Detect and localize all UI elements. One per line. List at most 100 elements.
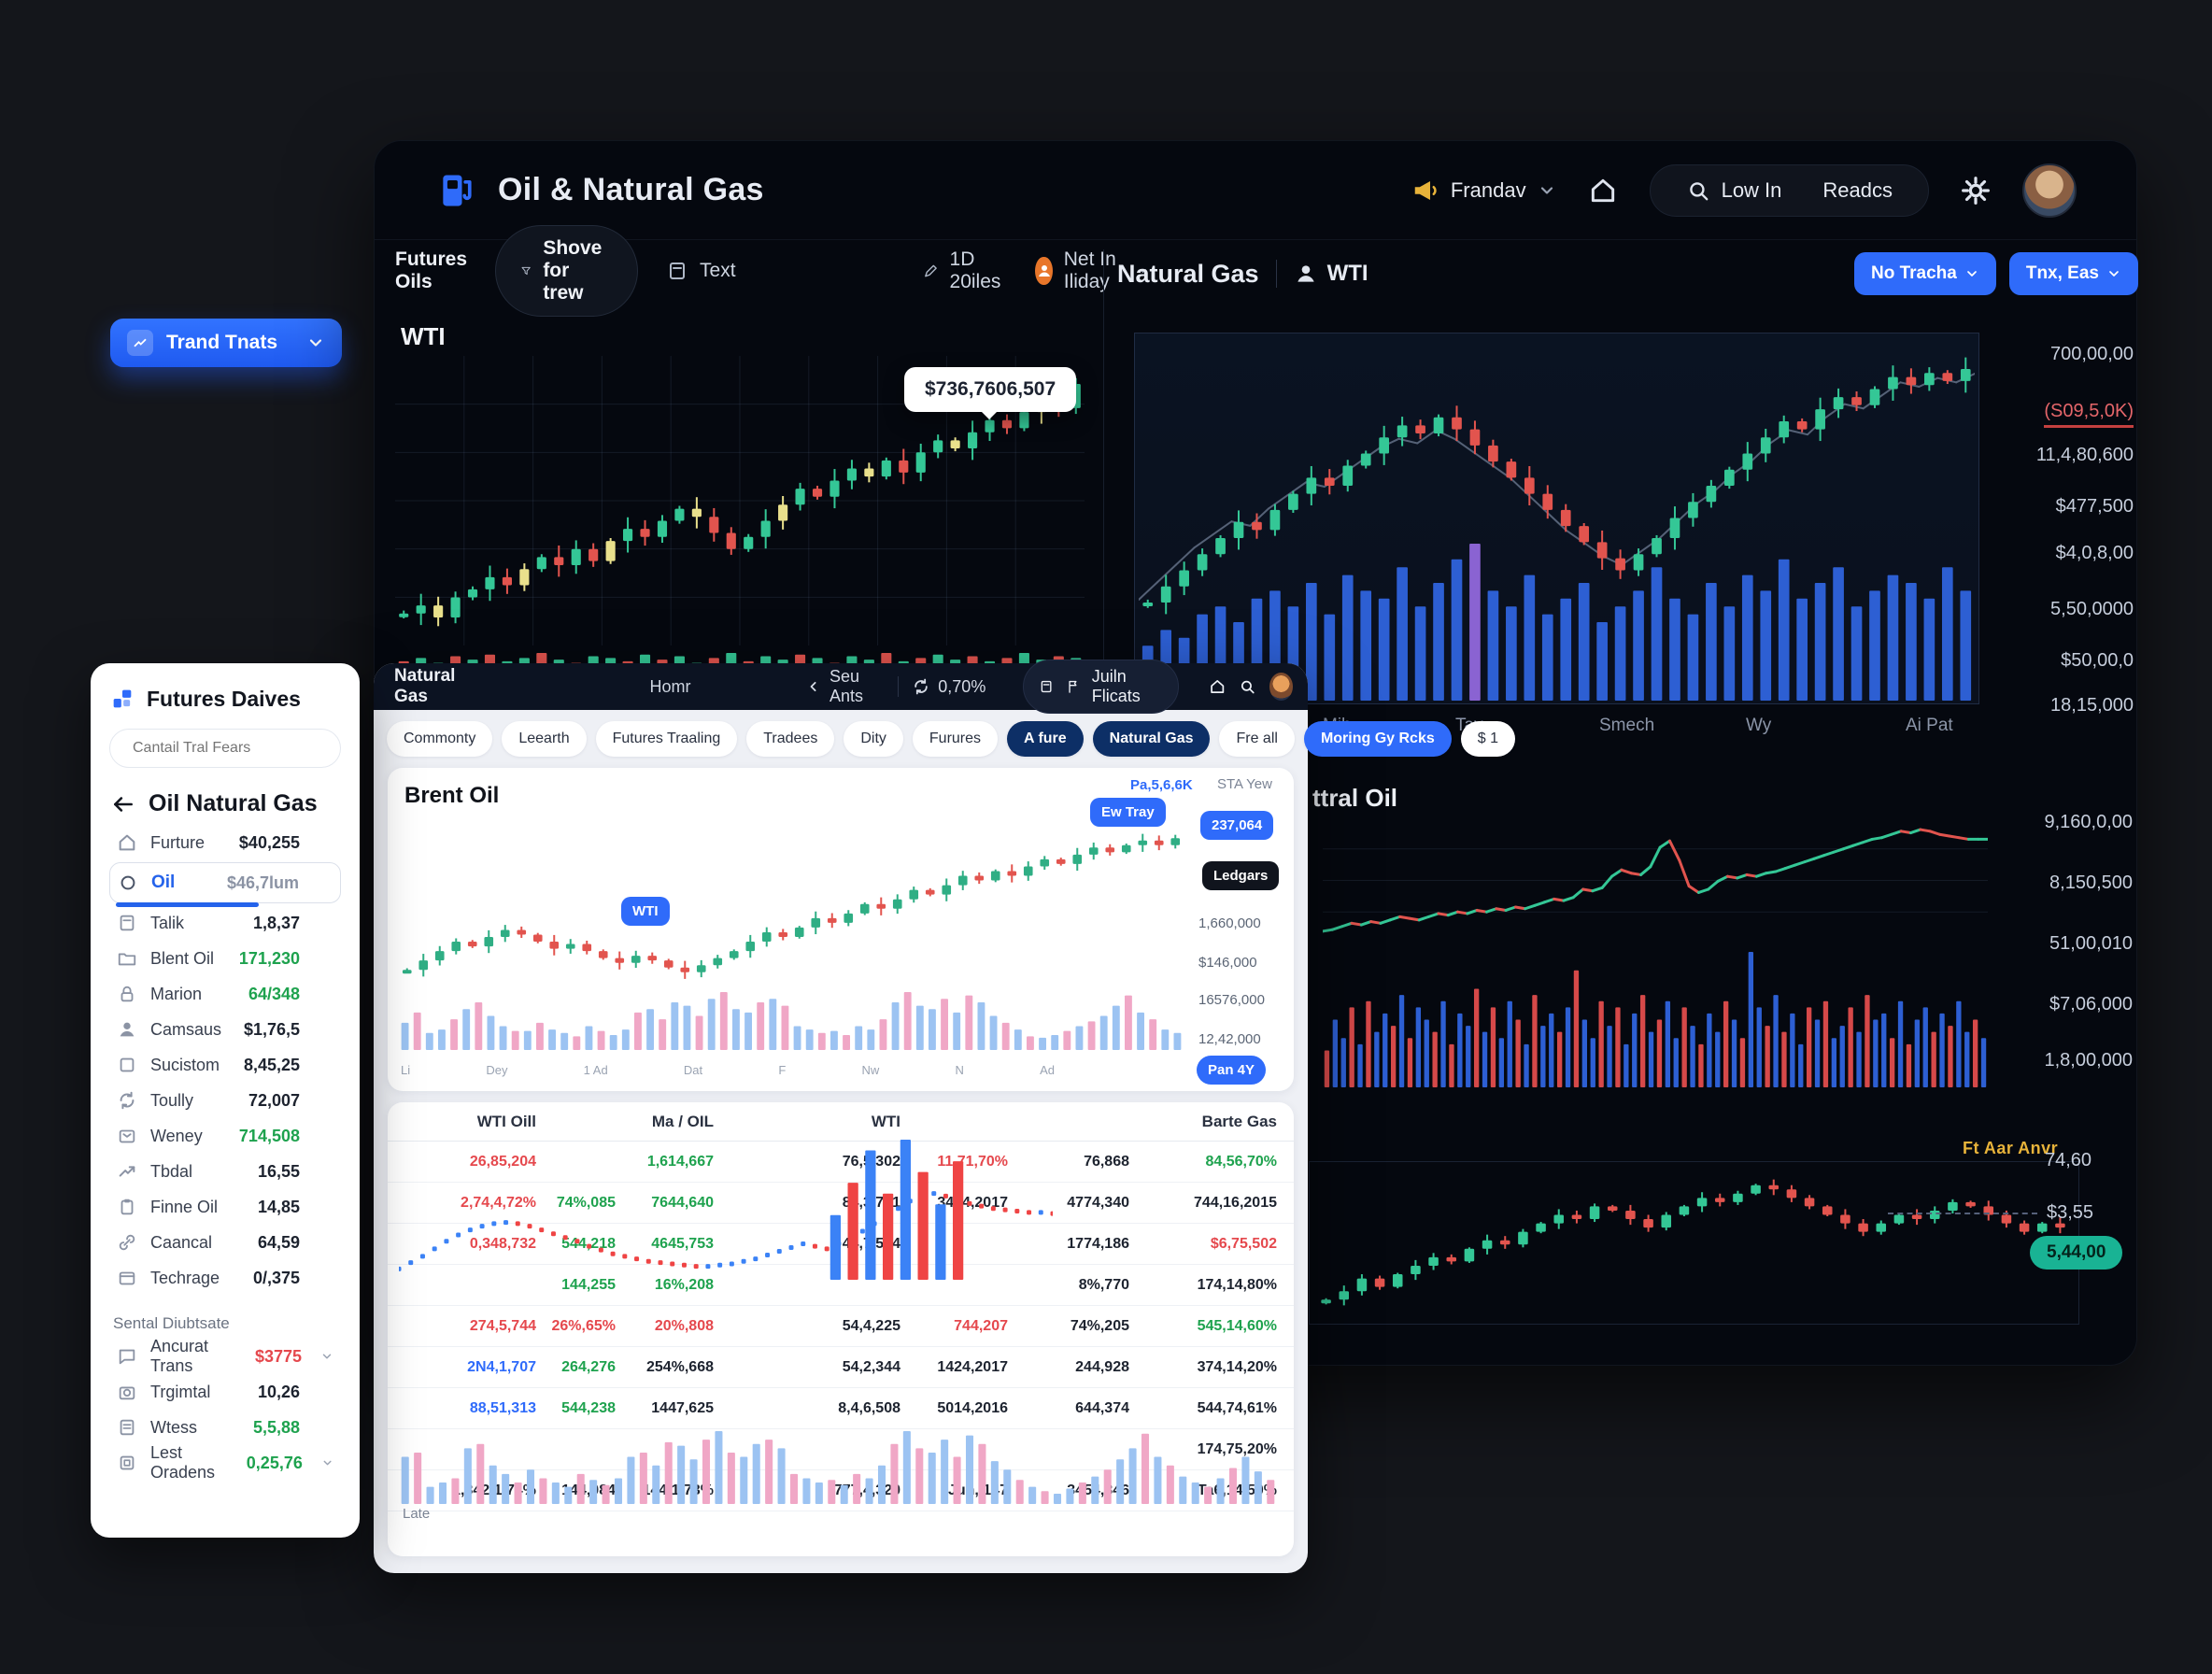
- nav-chip[interactable]: Futures Traaling: [595, 721, 738, 757]
- natural-oil-line-chart[interactable]: [1323, 817, 1988, 943]
- table-cell: 8%,770: [1078, 1276, 1129, 1293]
- current-price-badge: 5,44,00: [2030, 1236, 2123, 1270]
- axis-label: $7,06,000: [2049, 994, 2133, 1014]
- right-chart-panel: Natural Gas WTI No Tracha Tnx, Eas: [1117, 244, 2138, 753]
- sidebar-item[interactable]: Lest Oradens 0,25,76: [109, 1443, 341, 1482]
- app-title: Oil & Natural Gas: [498, 172, 764, 207]
- table-header: Ma / OIL: [651, 1112, 714, 1130]
- sidebar-item[interactable]: Weney 714,508: [109, 1118, 341, 1154]
- pan-badge[interactable]: Pan 4Y: [1197, 1056, 1267, 1085]
- time-axis-label: Dey: [486, 1063, 508, 1077]
- ledgers-badge: Ledgars: [1202, 861, 1280, 890]
- sidebar-search[interactable]: [109, 729, 341, 768]
- chart-link[interactable]: Pa,5,6,6K: [1130, 777, 1193, 793]
- nav-chip[interactable]: Commonty: [387, 721, 493, 757]
- text-tool-button[interactable]: Text: [666, 260, 736, 282]
- nav-chip[interactable]: Tradees: [746, 721, 835, 757]
- item-label: Caancal: [150, 1232, 213, 1252]
- sidebar-item[interactable]: Wtess 5,5,88: [109, 1410, 341, 1445]
- net-filter-dropdown[interactable]: Net In Iliday: [1035, 248, 1148, 293]
- user-avatar[interactable]: [2022, 163, 2077, 218]
- axis-label: 16576,000: [1198, 992, 1265, 1008]
- item-value: 14,85: [257, 1197, 300, 1216]
- item-value: $3775: [254, 1346, 303, 1366]
- join-flights-pill[interactable]: Juiln Flicats: [1023, 660, 1179, 714]
- table-body: 26,85,204 1,614,667 76,5,302 11,71,70% 76,86…: [388, 1142, 1294, 1511]
- search-input[interactable]: [133, 740, 326, 757]
- tnx-eas-dropdown[interactable]: Tnx, Eas: [2008, 252, 2138, 295]
- refresh-percent[interactable]: 0,70%: [912, 677, 985, 697]
- table-row[interactable]: 1,342,1,74% 144,084 144,1,73% 777,4,320 Jun,…: [388, 1470, 1294, 1511]
- sidebar-item[interactable]: Marion 64/348: [109, 976, 341, 1012]
- sidebar-item[interactable]: Trgimtal 10,26: [109, 1374, 341, 1410]
- natural-gas-plot-area[interactable]: [1134, 333, 1979, 704]
- settings-gear-icon[interactable]: [1961, 176, 1991, 206]
- nav-chip[interactable]: Furures: [912, 721, 999, 757]
- axis-label: 18,15,000: [2050, 695, 2134, 716]
- filter-button[interactable]: Shove for trew: [495, 225, 639, 317]
- trend-trades-button[interactable]: Trand Tnats: [110, 319, 342, 367]
- login-button[interactable]: Low In: [1686, 178, 1781, 203]
- nav-chip[interactable]: Dity: [844, 721, 903, 757]
- brent-candlestick-chart[interactable]: [399, 822, 1184, 988]
- axis-label: 1,8,00,000: [2044, 1050, 2133, 1071]
- axis-label: 1,660,000: [1198, 915, 1261, 931]
- sidebar-item[interactable]: Sucistom 8,45,25: [109, 1047, 341, 1083]
- sidebar-item[interactable]: Oil $46,7lum: [109, 862, 341, 907]
- home-icon[interactable]: [1588, 176, 1618, 206]
- nav-chip[interactable]: A fure: [1007, 721, 1084, 757]
- sidebar-item[interactable]: Blent Oil 171,230: [109, 941, 341, 976]
- sidebar-item[interactable]: Tbdal 16,55: [109, 1154, 341, 1189]
- nav-chip[interactable]: Natural Gas: [1092, 721, 1211, 757]
- tooltip-value: $736,7606,507: [925, 378, 1056, 400]
- range-button[interactable]: 1D 20iles: [923, 248, 1008, 293]
- bottom-plot-area[interactable]: [1309, 1161, 2079, 1325]
- search-icon: [1686, 178, 1710, 203]
- no-tracha-dropdown[interactable]: No Tracha: [1853, 252, 1996, 295]
- back-nav[interactable]: Seu Ants: [806, 667, 885, 706]
- user-avatar[interactable]: [1269, 673, 1293, 701]
- table-row[interactable]: 2,74,4,72% 74%,085 7644,640 84,3,771 3414,20…: [388, 1183, 1294, 1224]
- signup-button[interactable]: Readcs: [1822, 178, 1893, 203]
- market-label: Frandav: [1450, 177, 1526, 202]
- sidebar-item[interactable]: Furture $40,255: [109, 825, 341, 860]
- table-cell: Jun, 147: [947, 1482, 1008, 1498]
- table-cell: 144,1,73%: [642, 1482, 714, 1498]
- time-axis-label: F: [778, 1063, 787, 1077]
- nav-chip[interactable]: Moring Gy Rcks: [1303, 721, 1452, 757]
- sidebar-item[interactable]: Techrage 0/,375: [109, 1260, 341, 1296]
- table-row[interactable]: 174,75,20%: [388, 1429, 1294, 1470]
- table-row[interactable]: 2N4,1,707 264,276 254%,668 54,2,344 1424,201…: [388, 1347, 1294, 1388]
- chart-icon: [127, 330, 153, 356]
- table-row[interactable]: 274,5,744 26%,65% 20%,808 54,4,225 744,207 74…: [388, 1306, 1294, 1347]
- window-title: Natural Gas: [394, 666, 456, 706]
- sidebar-item[interactable]: Caancal 64,59: [109, 1225, 341, 1260]
- nav-chip[interactable]: Leearth: [502, 721, 587, 757]
- sidebar-item[interactable]: Finne Oil 14,85: [109, 1189, 341, 1225]
- back-arrow-icon[interactable]: [111, 792, 135, 816]
- axis-label: 700,00,00: [2050, 344, 2134, 364]
- sidebar-item[interactable]: Toully 72,007: [109, 1083, 341, 1118]
- table-row[interactable]: 88,51,313 544,238 1447,625 8,4,6,508 5014,20…: [388, 1388, 1294, 1429]
- value-badge: 237,064: [1200, 811, 1274, 840]
- item-icon: [117, 1232, 137, 1253]
- sidebar-item[interactable]: Talik 1,8,37: [109, 905, 341, 941]
- sidebar-item[interactable]: Camsaus $1,76,5: [109, 1012, 341, 1047]
- table-row[interactable]: 144,255 16%,208 8%,770 174,14,80%: [388, 1265, 1294, 1306]
- nav-chip[interactable]: Fre all: [1219, 721, 1295, 757]
- nav-chip[interactable]: $ 1: [1460, 721, 1515, 757]
- bottom-candlestick-chart: [1321, 1179, 2065, 1306]
- natural-oil-volume-bars: [1324, 952, 1987, 1087]
- item-label: Finne Oil: [150, 1197, 219, 1216]
- table-row[interactable]: 26,85,204 1,614,667 76,5,302 11,71,70% 76,86…: [388, 1142, 1294, 1183]
- refresh-icon: [912, 677, 930, 696]
- mid-price-axis: 9,160,0,00 8,150,500 51,00,010 $7,06,000…: [2002, 776, 2133, 1085]
- bottom-chart-panel: Ft Aar Anvr 74,60 $3,55 5,44,00: [1309, 1103, 2138, 1355]
- sidebar-item[interactable]: Ancurat Trans $3775: [109, 1337, 341, 1375]
- search-icon[interactable]: [1239, 676, 1255, 697]
- table-cell: 7644,640: [651, 1194, 714, 1211]
- market-selector[interactable]: Frandav: [1411, 177, 1556, 205]
- table-cell: 3414,2017: [937, 1194, 1008, 1211]
- table-row[interactable]: 0,348,732 544,218 4645,753 44,7,574 1774,186…: [388, 1224, 1294, 1265]
- home-icon[interactable]: [1209, 676, 1226, 697]
